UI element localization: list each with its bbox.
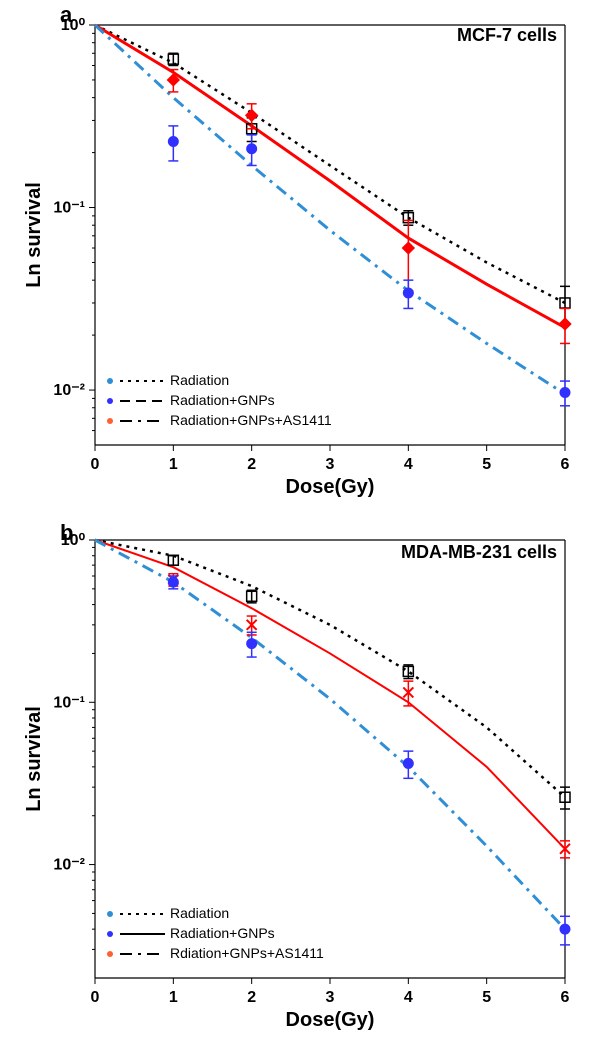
svg-text:Radiation: Radiation [170, 372, 229, 388]
svg-text:1: 1 [169, 456, 178, 473]
svg-text:Ln survival: Ln survival [23, 706, 45, 812]
svg-text:4: 4 [404, 989, 413, 1006]
figure: a MCF-7 cells 012345610⁻²10⁻¹10⁰Dose(Gy)… [0, 0, 597, 1053]
svg-text:Radiation+GNPs: Radiation+GNPs [170, 392, 275, 408]
svg-text:5: 5 [482, 456, 491, 473]
svg-text:Rdiation+GNPs+AS1411: Rdiation+GNPs+AS1411 [170, 945, 324, 961]
svg-text:2: 2 [247, 456, 256, 473]
panel-b-svg: 012345610⁻²10⁻¹10⁰Dose(Gy)Ln survivalRad… [0, 520, 597, 1053]
panel-a-svg: 012345610⁻²10⁻¹10⁰Dose(Gy)Ln survivalRad… [0, 0, 597, 520]
svg-text:Dose(Gy): Dose(Gy) [286, 1009, 375, 1031]
svg-text:3: 3 [326, 456, 335, 473]
panel-b-title: MDA-MB-231 cells [401, 542, 557, 563]
svg-text:3: 3 [326, 989, 335, 1006]
panel-b-label: b [60, 520, 73, 546]
svg-text:0: 0 [91, 989, 100, 1006]
svg-text:4: 4 [404, 456, 413, 473]
svg-text:Ln survival: Ln survival [23, 182, 45, 288]
svg-text:Radiation+GNPs: Radiation+GNPs [170, 925, 275, 941]
svg-text:6: 6 [561, 989, 570, 1006]
svg-text:6: 6 [561, 456, 570, 473]
panel-a-title: MCF-7 cells [457, 25, 557, 46]
svg-text:Dose(Gy): Dose(Gy) [286, 476, 375, 498]
svg-text:10⁻¹: 10⁻¹ [53, 694, 85, 711]
panel-a: a MCF-7 cells 012345610⁻²10⁻¹10⁰Dose(Gy)… [0, 0, 597, 520]
svg-text:5: 5 [482, 989, 491, 1006]
svg-text:1: 1 [169, 989, 178, 1006]
svg-text:Radiation: Radiation [170, 905, 229, 921]
svg-text:10⁻¹: 10⁻¹ [53, 200, 85, 217]
svg-text:10⁻²: 10⁻² [53, 382, 85, 399]
svg-text:0: 0 [91, 456, 100, 473]
svg-text:2: 2 [247, 989, 256, 1006]
panel-a-label: a [60, 2, 72, 28]
panel-b: b MDA-MB-231 cells 012345610⁻²10⁻¹10⁰Dos… [0, 520, 597, 1053]
svg-text:10⁻²: 10⁻² [53, 857, 85, 874]
svg-text:Radiation+GNPs+AS1411: Radiation+GNPs+AS1411 [170, 412, 332, 428]
